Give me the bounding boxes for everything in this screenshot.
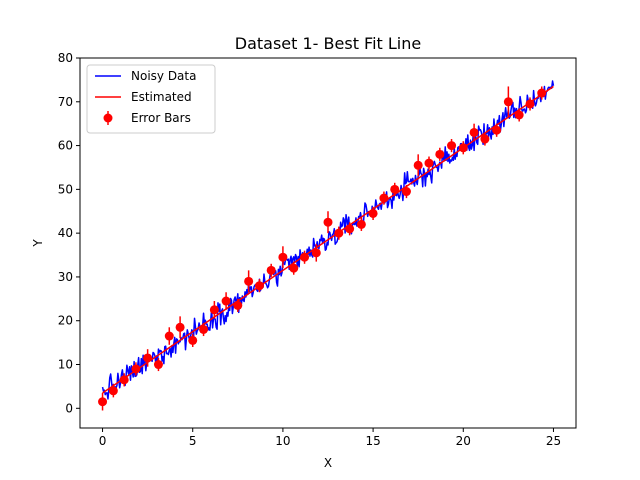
x-tick-label: 0 bbox=[99, 434, 107, 448]
error-bar-point bbox=[447, 141, 457, 151]
error-bar-point bbox=[356, 219, 366, 229]
error-bar-point bbox=[221, 296, 231, 306]
error-bar-point bbox=[108, 386, 118, 396]
legend-estimated-label: Estimated bbox=[131, 90, 192, 104]
error-bar-point bbox=[323, 217, 333, 227]
error-bar-point bbox=[119, 375, 129, 385]
legend-errorbar-label: Error Bars bbox=[131, 111, 191, 125]
error-bar-point bbox=[209, 305, 219, 315]
error-bar-point bbox=[379, 193, 389, 203]
error-bar-point bbox=[401, 187, 411, 197]
error-bar-point bbox=[289, 263, 299, 273]
x-tick-label: 25 bbox=[546, 434, 561, 448]
error-bar-point bbox=[199, 324, 209, 334]
error-bar-point bbox=[311, 248, 321, 258]
y-tick-label: 50 bbox=[58, 182, 73, 196]
estimated-fit-line bbox=[102, 85, 554, 394]
error-bar-point bbox=[143, 353, 153, 363]
x-axis-label: X bbox=[324, 456, 332, 470]
y-tick-label: 10 bbox=[58, 358, 73, 372]
y-axis-ticks: 0 10 20 30 40 50 60 70 80 bbox=[58, 51, 80, 415]
error-bar-point bbox=[469, 127, 479, 137]
error-bar-point bbox=[300, 252, 310, 262]
legend: Noisy Data Estimated Error Bars bbox=[86, 64, 216, 134]
error-bar-point bbox=[278, 252, 288, 262]
error-bar-point bbox=[492, 125, 502, 135]
y-tick-label: 70 bbox=[58, 95, 73, 109]
error-bar-point bbox=[188, 335, 198, 345]
y-tick-label: 60 bbox=[58, 139, 73, 153]
error-bar-point bbox=[435, 149, 445, 159]
error-bar-point bbox=[175, 322, 185, 332]
error-bar-point bbox=[537, 88, 547, 98]
legend-noisy-label: Noisy Data bbox=[131, 69, 196, 83]
error-bar-point bbox=[525, 99, 535, 109]
error-bar-point bbox=[368, 208, 378, 218]
error-bar-point bbox=[345, 224, 355, 234]
chart-title: Dataset 1- Best Fit Line bbox=[235, 34, 421, 53]
error-bar-point bbox=[244, 276, 254, 286]
plot-area bbox=[98, 80, 555, 411]
error-bar-point bbox=[480, 134, 490, 144]
y-tick-label: 40 bbox=[58, 226, 73, 240]
error-bar-point bbox=[164, 331, 174, 341]
x-tick-label: 15 bbox=[365, 434, 380, 448]
y-axis-label: Y bbox=[31, 239, 45, 248]
error-bar-point bbox=[424, 158, 434, 168]
legend-errorbar-swatch-marker bbox=[103, 113, 113, 123]
error-bar-point bbox=[390, 184, 400, 194]
x-tick-label: 20 bbox=[456, 434, 471, 448]
x-axis-ticks: 0 5 10 15 20 25 bbox=[99, 428, 561, 448]
error-bar-point bbox=[458, 143, 468, 153]
error-bar-point bbox=[503, 97, 513, 107]
error-bar-point bbox=[153, 360, 163, 370]
error-bar-point bbox=[413, 160, 423, 170]
error-bar-point bbox=[98, 397, 108, 407]
x-tick-label: 5 bbox=[189, 434, 197, 448]
error-bar-point bbox=[514, 110, 524, 120]
y-tick-label: 20 bbox=[58, 314, 73, 328]
error-bar-point bbox=[131, 364, 141, 374]
axes-frame bbox=[79, 57, 577, 429]
error-bar-point bbox=[334, 228, 344, 238]
y-tick-label: 80 bbox=[58, 51, 73, 65]
error-bar-point bbox=[266, 265, 276, 275]
error-bar-point bbox=[233, 300, 243, 310]
y-tick-label: 30 bbox=[58, 270, 73, 284]
error-bar-point bbox=[254, 281, 264, 291]
x-tick-label: 10 bbox=[275, 434, 290, 448]
legend-box bbox=[86, 64, 216, 134]
error-bars-group bbox=[98, 86, 547, 411]
y-tick-label: 0 bbox=[65, 401, 73, 415]
